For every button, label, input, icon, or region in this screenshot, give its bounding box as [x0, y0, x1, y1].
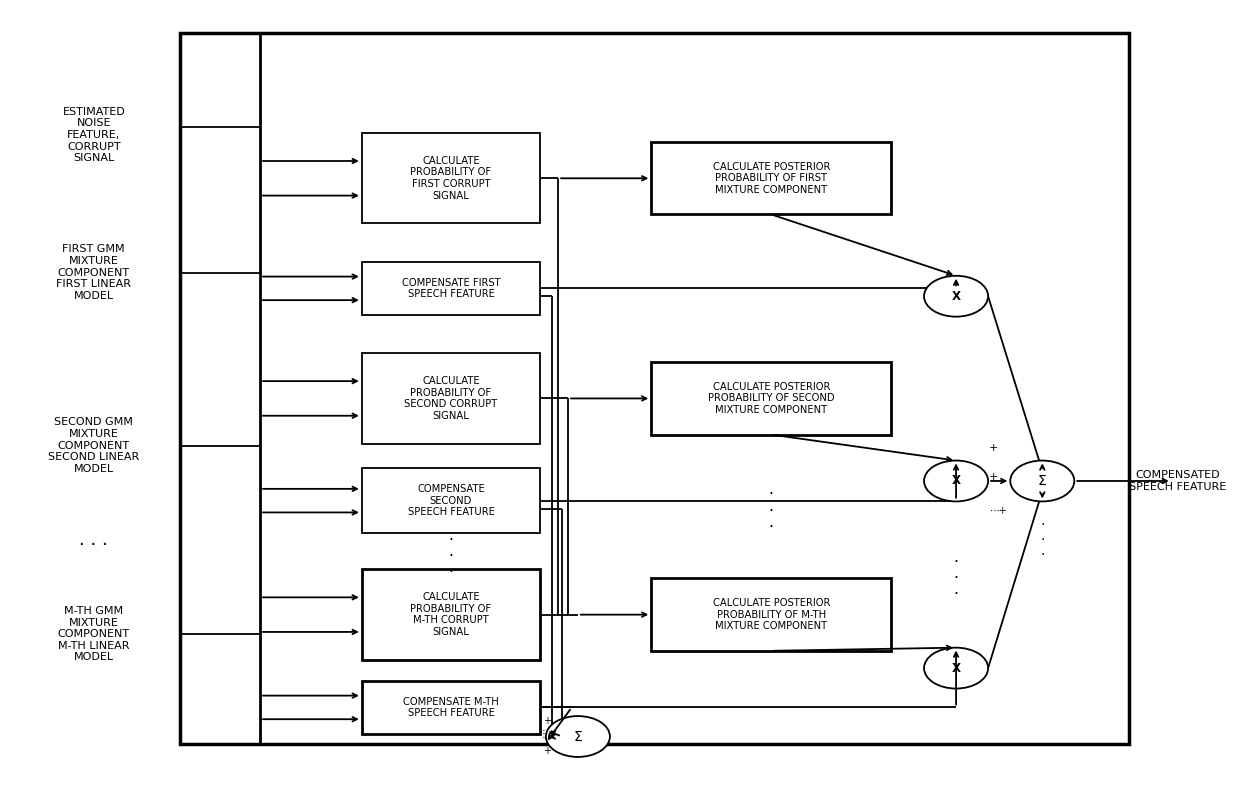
- Text: +: +: [543, 716, 551, 726]
- Text: CALCULATE
PROBABILITY OF
M-TH CORRUPT
SIGNAL: CALCULATE PROBABILITY OF M-TH CORRUPT SI…: [410, 593, 491, 637]
- Text: COMPENSATE
SECOND
SPEECH FEATURE: COMPENSATE SECOND SPEECH FEATURE: [408, 484, 495, 518]
- Bar: [651, 142, 892, 215]
- Text: +: +: [988, 472, 998, 482]
- Text: X: X: [951, 474, 961, 488]
- Text: COMPENSATE M-TH
SPEECH FEATURE: COMPENSATE M-TH SPEECH FEATURE: [403, 697, 498, 718]
- Text: COMPENSATED
SPEECH FEATURE: COMPENSATED SPEECH FEATURE: [1130, 470, 1226, 492]
- Text: CALCULATE POSTERIOR
PROBABILITY OF FIRST
MIXTURE COMPONENT: CALCULATE POSTERIOR PROBABILITY OF FIRST…: [713, 162, 830, 195]
- Text: ESTIMATED
NOISE
FEATURE,
CORRUPT
SIGNAL: ESTIMATED NOISE FEATURE, CORRUPT SIGNAL: [62, 107, 125, 163]
- Circle shape: [546, 716, 610, 757]
- Bar: [362, 681, 541, 734]
- Bar: [362, 570, 541, 660]
- Text: +: +: [543, 746, 551, 756]
- Text: ⋮+: ⋮+: [538, 729, 556, 739]
- Text: Σ: Σ: [1038, 474, 1047, 488]
- Circle shape: [1011, 461, 1074, 502]
- Bar: [362, 469, 541, 533]
- Text: FIRST GMM
MIXTURE
COMPONENT
FIRST LINEAR
MODEL: FIRST GMM MIXTURE COMPONENT FIRST LINEAR…: [56, 245, 131, 301]
- Circle shape: [924, 648, 988, 689]
- Circle shape: [924, 461, 988, 502]
- Text: CALCULATE POSTERIOR
PROBABILITY OF SECOND
MIXTURE COMPONENT: CALCULATE POSTERIOR PROBABILITY OF SECON…: [708, 382, 835, 415]
- Text: X: X: [951, 290, 961, 303]
- Bar: [651, 578, 892, 651]
- Text: COMPENSATE FIRST
SPEECH FEATURE: COMPENSATE FIRST SPEECH FEATURE: [402, 278, 500, 299]
- Text: .
.
.: . . .: [954, 550, 959, 597]
- Bar: [180, 33, 1128, 744]
- Text: +: +: [988, 443, 998, 453]
- Bar: [362, 262, 541, 315]
- Text: ⋯+: ⋯+: [991, 506, 1008, 516]
- Circle shape: [924, 276, 988, 316]
- Text: .
.
.: . . .: [449, 528, 454, 575]
- Text: . . .: . . .: [79, 531, 108, 549]
- Text: .
.
.: . . .: [1040, 514, 1044, 558]
- Bar: [362, 353, 541, 443]
- Text: X: X: [951, 662, 961, 675]
- Text: Σ: Σ: [574, 730, 583, 743]
- Text: SECOND GMM
MIXTURE
COMPONENT
SECOND LINEAR
MODEL: SECOND GMM MIXTURE COMPONENT SECOND LINE…: [48, 417, 139, 474]
- Text: .
.
.: . . .: [769, 482, 774, 530]
- Text: CALCULATE
PROBABILITY OF
SECOND CORRUPT
SIGNAL: CALCULATE PROBABILITY OF SECOND CORRUPT …: [404, 376, 497, 421]
- Text: CALCULATE POSTERIOR
PROBABILITY OF M-TH
MIXTURE COMPONENT: CALCULATE POSTERIOR PROBABILITY OF M-TH …: [713, 598, 830, 631]
- Bar: [362, 133, 541, 223]
- Bar: [651, 362, 892, 435]
- Text: M-TH GMM
MIXTURE
COMPONENT
M-TH LINEAR
MODEL: M-TH GMM MIXTURE COMPONENT M-TH LINEAR M…: [58, 606, 130, 663]
- Text: CALCULATE
PROBABILITY OF
FIRST CORRUPT
SIGNAL: CALCULATE PROBABILITY OF FIRST CORRUPT S…: [410, 156, 491, 200]
